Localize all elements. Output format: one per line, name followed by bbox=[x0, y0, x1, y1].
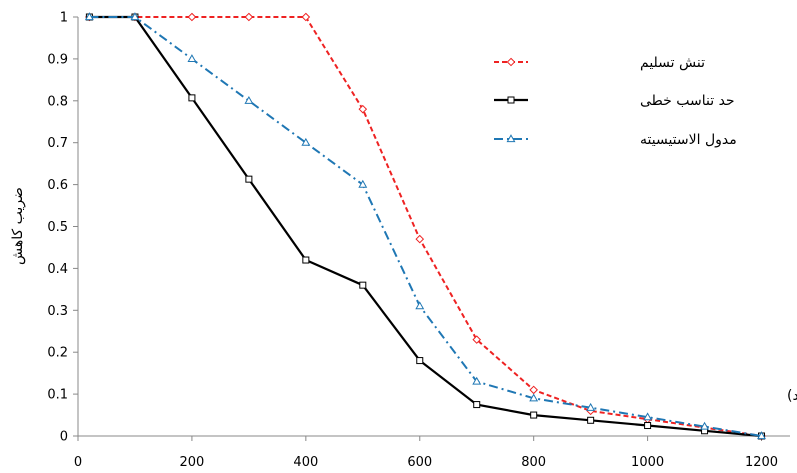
data-point bbox=[188, 94, 196, 102]
data-point bbox=[244, 95, 254, 104]
data-point bbox=[415, 301, 425, 310]
x-tick-label: 400 bbox=[293, 455, 318, 470]
y-tick-label: 0.9 bbox=[47, 52, 68, 67]
x-axis-title: دما ( سانتی گراد) bbox=[787, 387, 797, 404]
data-point bbox=[472, 376, 482, 385]
y-tick-label: 0.5 bbox=[47, 220, 68, 235]
data-point bbox=[530, 411, 538, 419]
data-point bbox=[244, 12, 254, 22]
data-point bbox=[473, 401, 481, 409]
data-point bbox=[84, 12, 94, 21]
data-point bbox=[245, 175, 253, 183]
y-tick-label: 1 bbox=[60, 11, 68, 26]
axes: 0 0.1 0.2 0.3 0.4 0.5 0.6 0.7 0.8 0.9 1 0 200 400 600 8… bbox=[47, 11, 790, 470]
y-tick-label: 0.4 bbox=[47, 262, 68, 277]
series-2 bbox=[85, 13, 766, 440]
data-point bbox=[472, 335, 482, 344]
legend-entry: مدول الاستیسیته bbox=[494, 132, 737, 148]
x-tick-label: 1200 bbox=[745, 455, 778, 470]
data-point bbox=[416, 357, 424, 365]
data-point bbox=[757, 431, 766, 440]
data-point bbox=[415, 234, 425, 244]
x-tick-label: 600 bbox=[407, 455, 432, 470]
data-point bbox=[187, 12, 197, 22]
y-tick-label: 0.3 bbox=[47, 304, 68, 319]
y-tick-label: 0.7 bbox=[47, 136, 68, 151]
series-3 bbox=[84, 12, 766, 440]
series-line bbox=[89, 15, 762, 438]
series-line bbox=[89, 16, 762, 437]
data-point bbox=[587, 416, 595, 424]
legend-marker bbox=[506, 134, 516, 143]
data-point bbox=[130, 12, 140, 21]
x-tick-label: 1000 bbox=[631, 455, 664, 470]
series-1 bbox=[85, 12, 766, 441]
x-tick-label: 200 bbox=[180, 455, 205, 470]
data-point bbox=[644, 422, 652, 430]
legend-label: مدول الاستیسیته bbox=[640, 132, 737, 148]
legend-marker bbox=[506, 57, 516, 67]
series-layer bbox=[84, 12, 766, 441]
y-tick-label: 0.2 bbox=[47, 346, 68, 361]
data-point bbox=[359, 281, 367, 289]
data-point bbox=[643, 412, 653, 421]
y-tick-label: 0.1 bbox=[47, 388, 68, 403]
data-point bbox=[358, 104, 368, 114]
y-tick-label: 0 bbox=[60, 430, 68, 445]
x-tick-label: 0 bbox=[74, 455, 82, 470]
y-axis-title: ضریب کاهش bbox=[10, 187, 26, 265]
data-point bbox=[529, 393, 539, 402]
y-tick-label: 0.6 bbox=[47, 178, 68, 193]
legend-entry: تنش تسلیم bbox=[494, 55, 705, 71]
series-line bbox=[89, 16, 762, 437]
data-point bbox=[358, 179, 368, 188]
legend: تنش تسلیم حد تناسب خطی مدول الاستیسیته bbox=[494, 55, 737, 148]
data-point bbox=[302, 256, 310, 264]
data-point bbox=[301, 12, 311, 22]
legend-marker bbox=[507, 96, 515, 104]
y-tick-label: 0.8 bbox=[47, 94, 68, 109]
legend-label: تنش تسلیم bbox=[640, 55, 705, 71]
data-point bbox=[301, 137, 311, 146]
data-point bbox=[586, 402, 596, 411]
legend-entry: حد تناسب خطی bbox=[494, 93, 735, 109]
x-tick-label: 800 bbox=[521, 455, 546, 470]
data-point bbox=[187, 54, 197, 62]
legend-label: حد تناسب خطی bbox=[640, 93, 735, 109]
data-point bbox=[700, 421, 710, 430]
data-point bbox=[529, 385, 538, 395]
